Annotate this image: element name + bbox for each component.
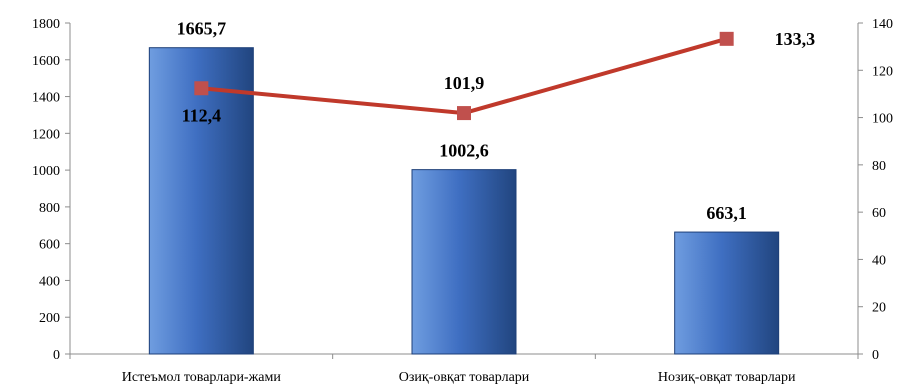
x-category-label: Озиқ-овқат товарлари [399,370,530,385]
y-right-tick-label: 100 [872,112,893,127]
y-left-tick-label: 0 [53,348,60,363]
y-left-tick-label: 1200 [32,127,60,142]
bar [674,231,780,355]
y-left-tick-label: 1800 [32,17,60,32]
data-labels: 1665,7 1002,6 663,1 112,4 101,9 133,3 [177,19,816,223]
bar [148,47,254,355]
y-right-tick-label: 140 [872,17,893,32]
x-category-label: Истеъмол товарлари-жами [122,370,282,385]
y-left-tick-label: 1000 [32,164,60,179]
y-right-tick-label: 120 [872,64,893,79]
line-value-label: 101,9 [444,73,485,93]
line-value-label: 112,4 [182,105,222,125]
y-right-tick-label: 0 [872,348,879,363]
bar-value-label: 663,1 [706,203,747,223]
y-left-tick-label: 1400 [32,91,60,106]
bar [411,169,517,355]
axes: 0 200 400 600 800 1000 1200 1400 1600 1800 0 20 40 60… [32,17,893,385]
line-value-label: 133,3 [775,29,816,49]
line-marker [194,81,209,96]
y-right-tick-label: 20 [872,301,886,316]
line-series [194,31,734,121]
line-marker [457,106,471,121]
line-marker [719,31,734,46]
x-category-label: Нозиқ-овқат товарлари [658,370,796,385]
y-right-tick-label: 40 [872,253,886,268]
y-left-tick-label: 200 [39,311,60,326]
y-right-tick-label: 60 [872,206,886,221]
y-left-tick-label: 800 [39,201,60,216]
bars [148,47,780,355]
y-left-tick-label: 600 [39,238,60,253]
y-left-tick-label: 1600 [32,54,60,69]
bar-value-label: 1002,6 [439,141,489,161]
y-left-tick-label: 400 [39,274,60,289]
bar-value-label: 1665,7 [177,19,227,39]
y-right-tick-label: 80 [872,159,886,174]
